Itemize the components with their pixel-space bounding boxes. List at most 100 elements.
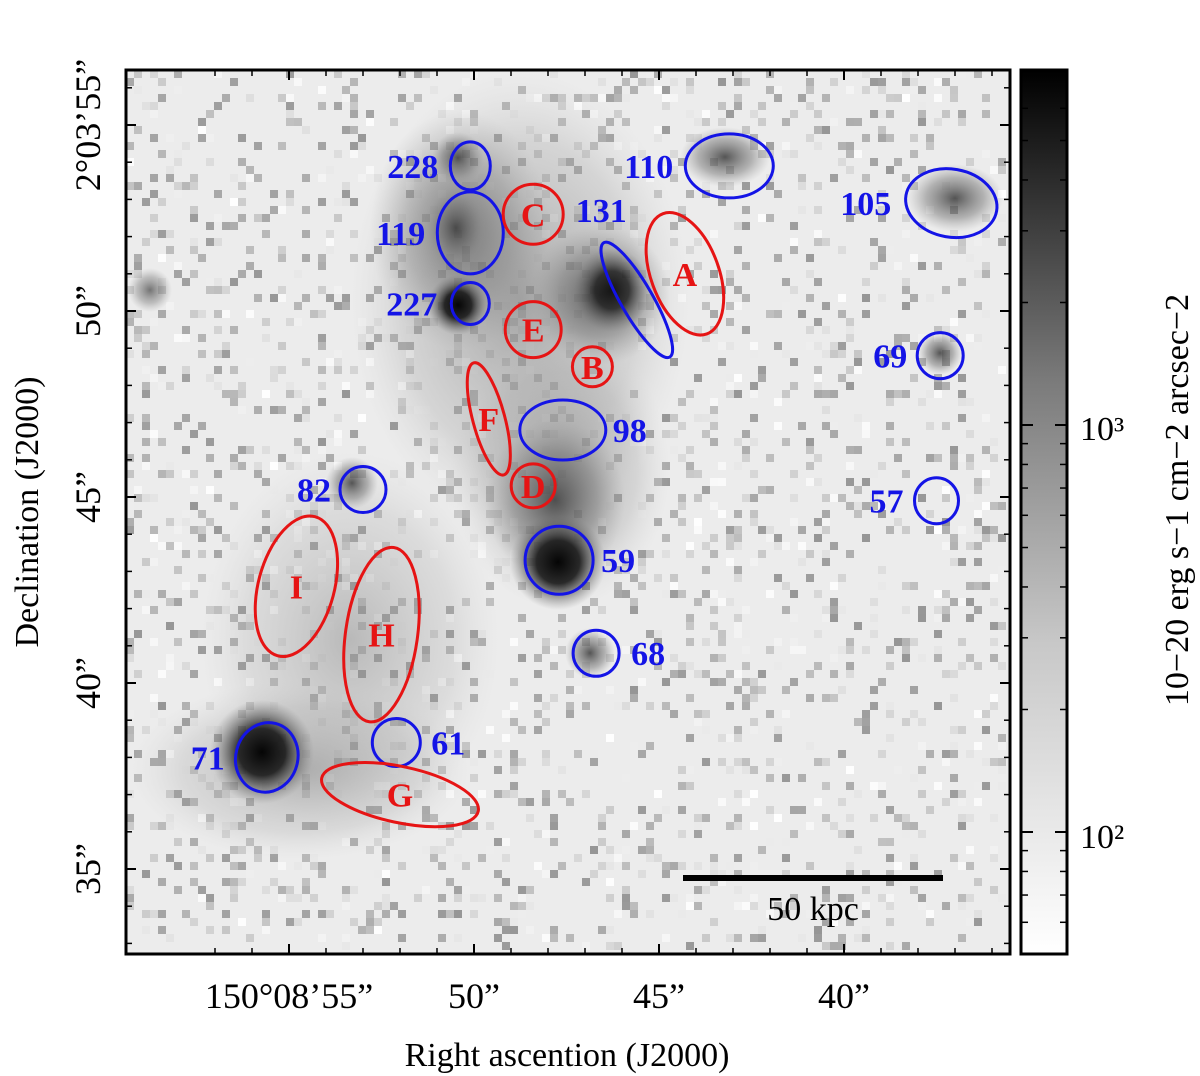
noise-pixel — [942, 614, 950, 622]
noise-pixel — [782, 910, 790, 918]
noise-pixel — [294, 446, 302, 454]
noise-pixel — [790, 150, 798, 158]
noise-pixel — [334, 102, 342, 110]
noise-pixel — [342, 294, 350, 302]
noise-pixel — [790, 246, 798, 254]
noise-pixel — [814, 534, 822, 542]
noise-pixel — [270, 878, 278, 886]
noise-pixel — [998, 566, 1006, 574]
noise-pixel — [590, 758, 598, 766]
noise-pixel — [822, 550, 830, 558]
noise-pixel — [974, 238, 982, 246]
noise-pixel — [230, 390, 238, 398]
noise-pixel — [894, 390, 902, 398]
noise-pixel — [134, 510, 142, 518]
noise-pixel — [734, 438, 742, 446]
noise-pixel — [918, 262, 926, 270]
noise-pixel — [502, 942, 510, 950]
noise-pixel — [966, 542, 974, 550]
noise-pixel — [990, 694, 998, 702]
noise-pixel — [614, 854, 622, 862]
noise-pixel — [902, 286, 910, 294]
noise-pixel — [790, 238, 798, 246]
noise-pixel — [230, 454, 238, 462]
noise-pixel — [318, 342, 326, 350]
noise-pixel — [382, 870, 390, 878]
noise-pixel — [670, 510, 678, 518]
noise-pixel — [790, 102, 798, 110]
noise-pixel — [734, 686, 742, 694]
noise-pixel — [198, 310, 206, 318]
noise-pixel — [846, 462, 854, 470]
noise-pixel — [710, 262, 718, 270]
noise-pixel — [734, 902, 742, 910]
noise-pixel — [710, 870, 718, 878]
noise-pixel — [670, 670, 678, 678]
noise-pixel — [206, 374, 214, 382]
noise-pixel — [982, 782, 990, 790]
noise-pixel — [806, 446, 814, 454]
noise-pixel — [206, 518, 214, 526]
noise-pixel — [670, 446, 678, 454]
noise-pixel — [198, 118, 206, 126]
noise-pixel — [886, 878, 894, 886]
noise-pixel — [150, 558, 158, 566]
noise-pixel — [870, 630, 878, 638]
noise-pixel — [638, 78, 646, 86]
noise-pixel — [750, 678, 758, 686]
noise-pixel — [718, 358, 726, 366]
noise-pixel — [886, 894, 894, 902]
noise-pixel — [734, 246, 742, 254]
noise-pixel — [694, 862, 702, 870]
noise-pixel — [750, 558, 758, 566]
noise-pixel — [886, 438, 894, 446]
noise-pixel — [550, 662, 558, 670]
noise-pixel — [854, 502, 862, 510]
noise-pixel — [174, 638, 182, 646]
noise-pixel — [182, 326, 190, 334]
noise-pixel — [126, 182, 134, 190]
noise-pixel — [350, 110, 358, 118]
noise-pixel — [278, 294, 286, 302]
noise-pixel — [686, 622, 694, 630]
noise-pixel — [814, 798, 822, 806]
noise-pixel — [686, 462, 694, 470]
noise-pixel — [262, 230, 270, 238]
noise-pixel — [878, 566, 886, 574]
noise-pixel — [142, 558, 150, 566]
noise-pixel — [294, 78, 302, 86]
noise-pixel — [238, 214, 246, 222]
noise-pixel — [958, 398, 966, 406]
noise-pixel — [886, 110, 894, 118]
noise-pixel — [214, 326, 222, 334]
noise-pixel — [910, 374, 918, 382]
noise-pixel — [294, 862, 302, 870]
region-aperture-B — [570, 345, 614, 389]
noise-pixel — [734, 790, 742, 798]
colorbar-frame — [1019, 68, 1069, 956]
noise-pixel — [534, 862, 542, 870]
noise-pixel — [302, 454, 310, 462]
noise-pixel — [902, 526, 910, 534]
noise-pixel — [838, 942, 846, 950]
noise-pixel — [982, 310, 990, 318]
noise-pixel — [806, 342, 814, 350]
noise-pixel — [294, 270, 302, 278]
noise-pixel — [934, 654, 942, 662]
noise-pixel — [342, 126, 350, 134]
noise-pixel — [838, 830, 846, 838]
noise-pixel — [198, 126, 206, 134]
noise-pixel — [190, 590, 198, 598]
noise-pixel — [734, 390, 742, 398]
noise-pixel — [718, 118, 726, 126]
noise-pixel — [126, 638, 134, 646]
noise-pixel — [206, 222, 214, 230]
noise-pixel — [646, 910, 654, 918]
noise-pixel — [518, 902, 526, 910]
noise-pixel — [686, 134, 694, 142]
noise-pixel — [374, 902, 382, 910]
noise-pixel — [886, 870, 894, 878]
noise-pixel — [710, 878, 718, 886]
noise-pixel — [550, 814, 558, 822]
galaxy-aperture-110 — [683, 132, 775, 200]
